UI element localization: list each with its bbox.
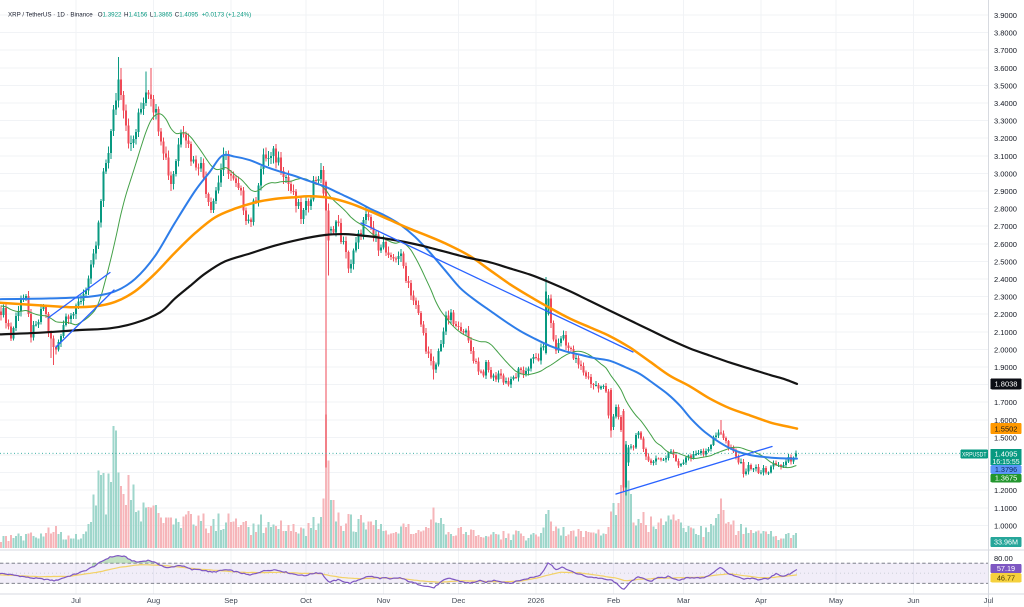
svg-text:3.9000: 3.9000 (994, 11, 1017, 20)
svg-text:Apr: Apr (755, 596, 767, 605)
svg-text:Jul: Jul (984, 596, 994, 605)
svg-text:Oct: Oct (300, 596, 313, 605)
svg-text:1.1000: 1.1000 (994, 504, 1017, 513)
svg-text:2.1000: 2.1000 (994, 328, 1017, 337)
svg-text:2.3000: 2.3000 (994, 293, 1017, 302)
svg-text:Sep: Sep (224, 596, 238, 605)
svg-text:Jun: Jun (907, 596, 919, 605)
svg-text:1.0000: 1.0000 (994, 521, 1017, 530)
svg-text:3.5000: 3.5000 (994, 81, 1017, 90)
svg-text:May: May (829, 596, 844, 605)
svg-text:3.1000: 3.1000 (994, 152, 1017, 161)
svg-text:2.0000: 2.0000 (994, 345, 1017, 354)
svg-text:Feb: Feb (607, 596, 620, 605)
svg-text:2026: 2026 (528, 596, 545, 605)
svg-text:1.5502: 1.5502 (995, 424, 1018, 433)
svg-text:3.0000: 3.0000 (994, 169, 1017, 178)
svg-text:33.96M: 33.96M (994, 538, 1018, 547)
svg-text:2.6000: 2.6000 (994, 240, 1017, 249)
svg-text:3.2000: 3.2000 (994, 134, 1017, 143)
svg-text:Mar: Mar (677, 596, 691, 605)
svg-text:3.6000: 3.6000 (994, 64, 1017, 73)
svg-text:1.4095: 1.4095 (995, 450, 1018, 459)
svg-text:1.8038: 1.8038 (995, 380, 1018, 389)
svg-text:1.5000: 1.5000 (994, 433, 1017, 442)
svg-text:XRPUSDT: XRPUSDT (962, 452, 987, 458)
svg-text:57.19: 57.19 (997, 564, 1015, 573)
svg-text:80.00: 80.00 (994, 554, 1013, 563)
svg-text:2.5000: 2.5000 (994, 257, 1017, 266)
svg-text:Dec: Dec (452, 596, 466, 605)
svg-text:16:15:55: 16:15:55 (992, 459, 1019, 466)
svg-text:3.4000: 3.4000 (994, 99, 1017, 108)
svg-text:1.7000: 1.7000 (994, 398, 1017, 407)
svg-text:2.9000: 2.9000 (994, 187, 1017, 196)
svg-text:1.3675: 1.3675 (995, 474, 1017, 483)
svg-text:3.8000: 3.8000 (994, 29, 1017, 38)
svg-text:Nov: Nov (377, 596, 391, 605)
svg-text:3.3000: 3.3000 (994, 117, 1017, 126)
svg-text:2.8000: 2.8000 (994, 205, 1017, 214)
svg-text:1.2000: 1.2000 (994, 486, 1017, 495)
svg-text:Jul: Jul (71, 596, 81, 605)
svg-text:46.77: 46.77 (997, 573, 1015, 582)
svg-text:2.7000: 2.7000 (994, 222, 1017, 231)
svg-text:3.7000: 3.7000 (994, 46, 1017, 55)
svg-text:Aug: Aug (147, 596, 161, 605)
svg-text:1.6000: 1.6000 (994, 416, 1017, 425)
svg-text:1.3796: 1.3796 (995, 465, 1017, 474)
svg-text:2.4000: 2.4000 (994, 275, 1017, 284)
svg-text:2.2000: 2.2000 (994, 310, 1017, 319)
svg-text:1.9000: 1.9000 (994, 363, 1017, 372)
